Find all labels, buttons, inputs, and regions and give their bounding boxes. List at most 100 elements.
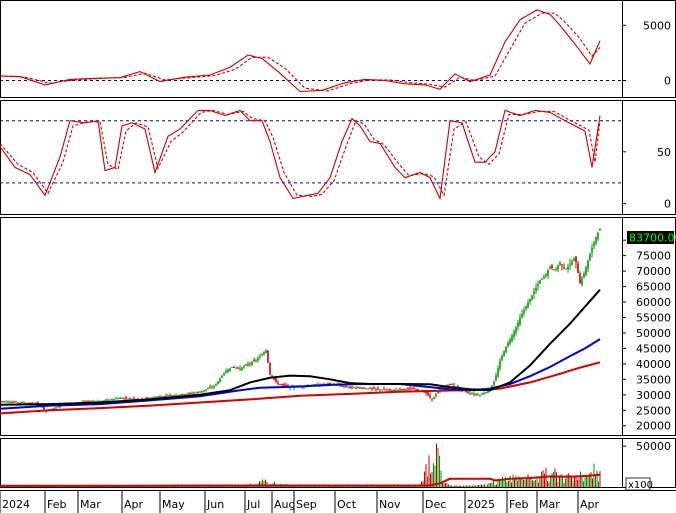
candle-body (403, 388, 405, 390)
x-axis-tick-label: Apr (580, 498, 600, 511)
candle-body (371, 388, 373, 390)
candle-body (535, 287, 537, 292)
candle-body (259, 356, 261, 358)
candle-body (133, 398, 135, 400)
candle-body (19, 402, 21, 404)
candle-body (161, 396, 163, 398)
candle-body (345, 386, 347, 388)
candle-body (591, 247, 593, 253)
candle-body (145, 398, 147, 400)
candle-body (15, 401, 17, 403)
candle-body (173, 395, 175, 397)
candle-body (109, 399, 111, 401)
candle-body (171, 395, 173, 397)
candle-body (163, 396, 165, 398)
candle-body (3, 401, 5, 403)
candle-body (207, 388, 209, 390)
candle-body (363, 387, 365, 389)
x-axis-tick-label: Sep (296, 498, 317, 511)
x-axis: 2024 Feb Mar Apr May Jun Jul Aug Sep Oct Nov Dec 202… (0, 490, 676, 513)
price-ma-short-line (0, 289, 601, 406)
candle-body (153, 397, 155, 399)
candle-body (437, 391, 439, 394)
stochastic-y-tick-label: 50 (657, 146, 671, 159)
candle-body (247, 363, 249, 366)
candle-body (547, 270, 549, 276)
candle-body (575, 256, 577, 263)
volume-unit-tag: x100 (625, 477, 653, 491)
candle-body (531, 295, 533, 300)
price-y-tick-label: 20000 (636, 420, 671, 433)
x-axis-tick-label: Feb (509, 498, 528, 511)
candle-body (21, 401, 23, 403)
candle-body (197, 391, 199, 393)
candle-body (559, 261, 561, 265)
candle-body (373, 387, 375, 389)
candle-body (585, 267, 587, 275)
candle-body (471, 393, 473, 395)
candle-body (253, 360, 255, 362)
candle-body (0, 400, 1, 402)
candle-body (239, 368, 241, 370)
candle-body (113, 398, 115, 400)
candle-body (533, 291, 535, 295)
candle-body (481, 393, 483, 395)
candle-body (519, 317, 521, 325)
candle-body (225, 370, 227, 374)
candle-body (365, 388, 367, 390)
candle-body (7, 401, 9, 403)
candle-body (407, 388, 409, 390)
candle-body (123, 398, 125, 400)
candle-body (579, 273, 581, 284)
candle-body (205, 389, 207, 391)
candle-body (185, 393, 187, 395)
candle-body (235, 367, 237, 369)
candle-body (367, 388, 369, 390)
candle-body (549, 266, 551, 269)
price-y-tick-label: 75000 (636, 250, 671, 263)
candle-body (353, 387, 355, 389)
candle-body (439, 388, 441, 391)
candle-body (257, 358, 259, 361)
candle-body (157, 396, 159, 398)
candle-body (243, 366, 245, 368)
candle-body (385, 389, 387, 391)
candle-body (567, 266, 569, 270)
macd-macd-line (0, 9, 601, 93)
candle-body (589, 254, 591, 261)
x-axis-tick-label: May (162, 498, 185, 511)
candle-body (263, 352, 265, 355)
x-axis-tick-label: Jun (206, 498, 224, 511)
candle-body (147, 397, 149, 399)
price-y-tick-label: 25000 (636, 404, 671, 417)
candle-body (413, 388, 415, 390)
macd-panel: 5000 0 (0, 9, 671, 93)
candle-body (231, 366, 233, 368)
candle-body (599, 228, 601, 231)
candle-body (241, 367, 243, 371)
candle-body (375, 388, 377, 390)
volume-unit-box (625, 477, 651, 491)
price-y-tick-label: 30000 (636, 389, 671, 402)
volume-panel: 50000 (0, 440, 671, 487)
candle-body (255, 359, 257, 361)
candle-body (389, 388, 391, 391)
macd-y-tick-label: 5000 (643, 19, 671, 32)
x-axis-tick-label: Feb (47, 498, 66, 511)
candle-body (529, 298, 531, 302)
price-panel: 8000075000700006500060000550005000045000… (0, 228, 671, 433)
candle-body (283, 384, 285, 386)
candle-body (469, 393, 471, 395)
candle-body (521, 313, 523, 318)
candle-body (523, 310, 525, 314)
candle-body (87, 401, 89, 403)
candle-body (175, 395, 177, 397)
candle-body (497, 368, 499, 377)
candle-body (155, 396, 157, 398)
candle-body (347, 386, 349, 388)
candle-body (485, 392, 487, 394)
candle-body (383, 388, 385, 390)
candle-body (59, 405, 61, 408)
x-axis-tick-label: Oct (337, 498, 357, 511)
price-y-tick-label: 40000 (636, 358, 671, 371)
